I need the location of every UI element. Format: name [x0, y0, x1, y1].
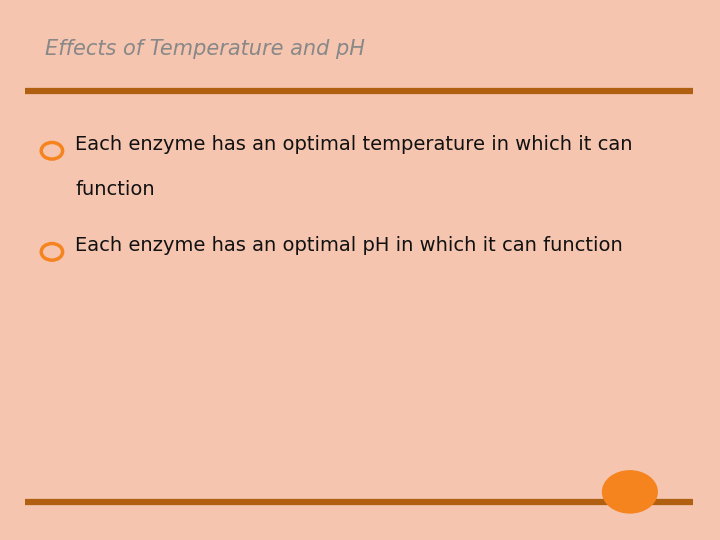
Text: function: function	[76, 180, 155, 199]
Text: Effects of Temperature and pH: Effects of Temperature and pH	[45, 39, 365, 59]
Text: Each enzyme has an optimal temperature in which it can: Each enzyme has an optimal temperature i…	[76, 135, 633, 154]
Circle shape	[602, 470, 658, 514]
Text: Each enzyme has an optimal pH in which it can function: Each enzyme has an optimal pH in which i…	[76, 236, 623, 255]
